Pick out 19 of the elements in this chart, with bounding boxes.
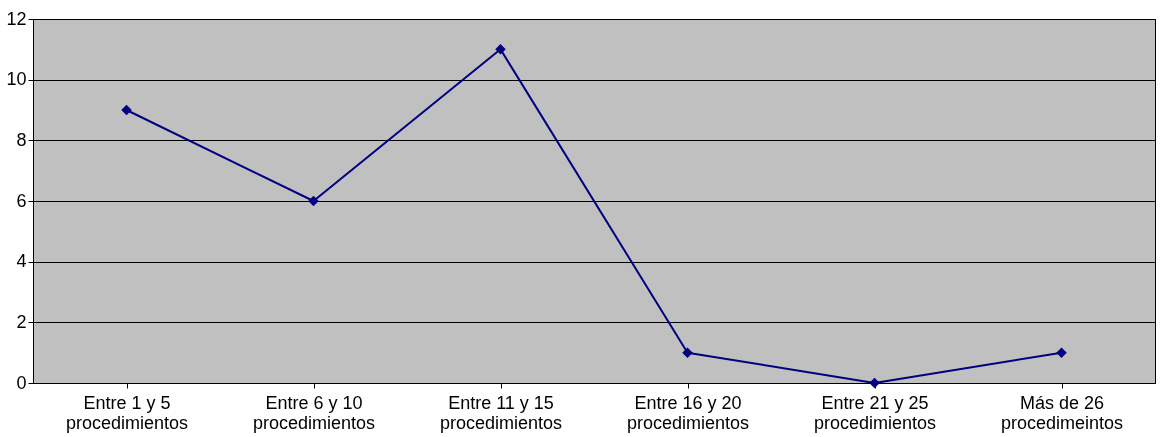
point xyxy=(1056,347,1067,358)
point xyxy=(682,347,693,358)
x-tick-label: Entre 11 y 15 procedimientos xyxy=(439,392,563,433)
y-tick-label: 0 xyxy=(16,372,27,393)
point xyxy=(308,195,319,207)
x-tick-label: Entre 16 y 20 procedimientos xyxy=(626,392,750,433)
point xyxy=(121,104,132,116)
x-tick-label: Más de 26 procedimeintos xyxy=(1000,392,1124,433)
x-tick-label: Entre 21 y 25 procedimientos xyxy=(813,392,937,433)
y-tick-label: 10 xyxy=(6,69,27,90)
y-tick-label: 6 xyxy=(16,190,27,211)
y-tick-label: 2 xyxy=(16,311,27,332)
y-tick-label: 8 xyxy=(16,129,27,150)
x-tick-label: Entre 1 y 5 procedimientos xyxy=(65,392,189,433)
y-tick-label: 4 xyxy=(16,251,27,272)
point xyxy=(495,44,506,55)
x-tick-label: Entre 6 y 10 procedimientos xyxy=(252,392,376,433)
y-tick-label: 12 xyxy=(6,8,27,29)
point xyxy=(869,377,880,389)
